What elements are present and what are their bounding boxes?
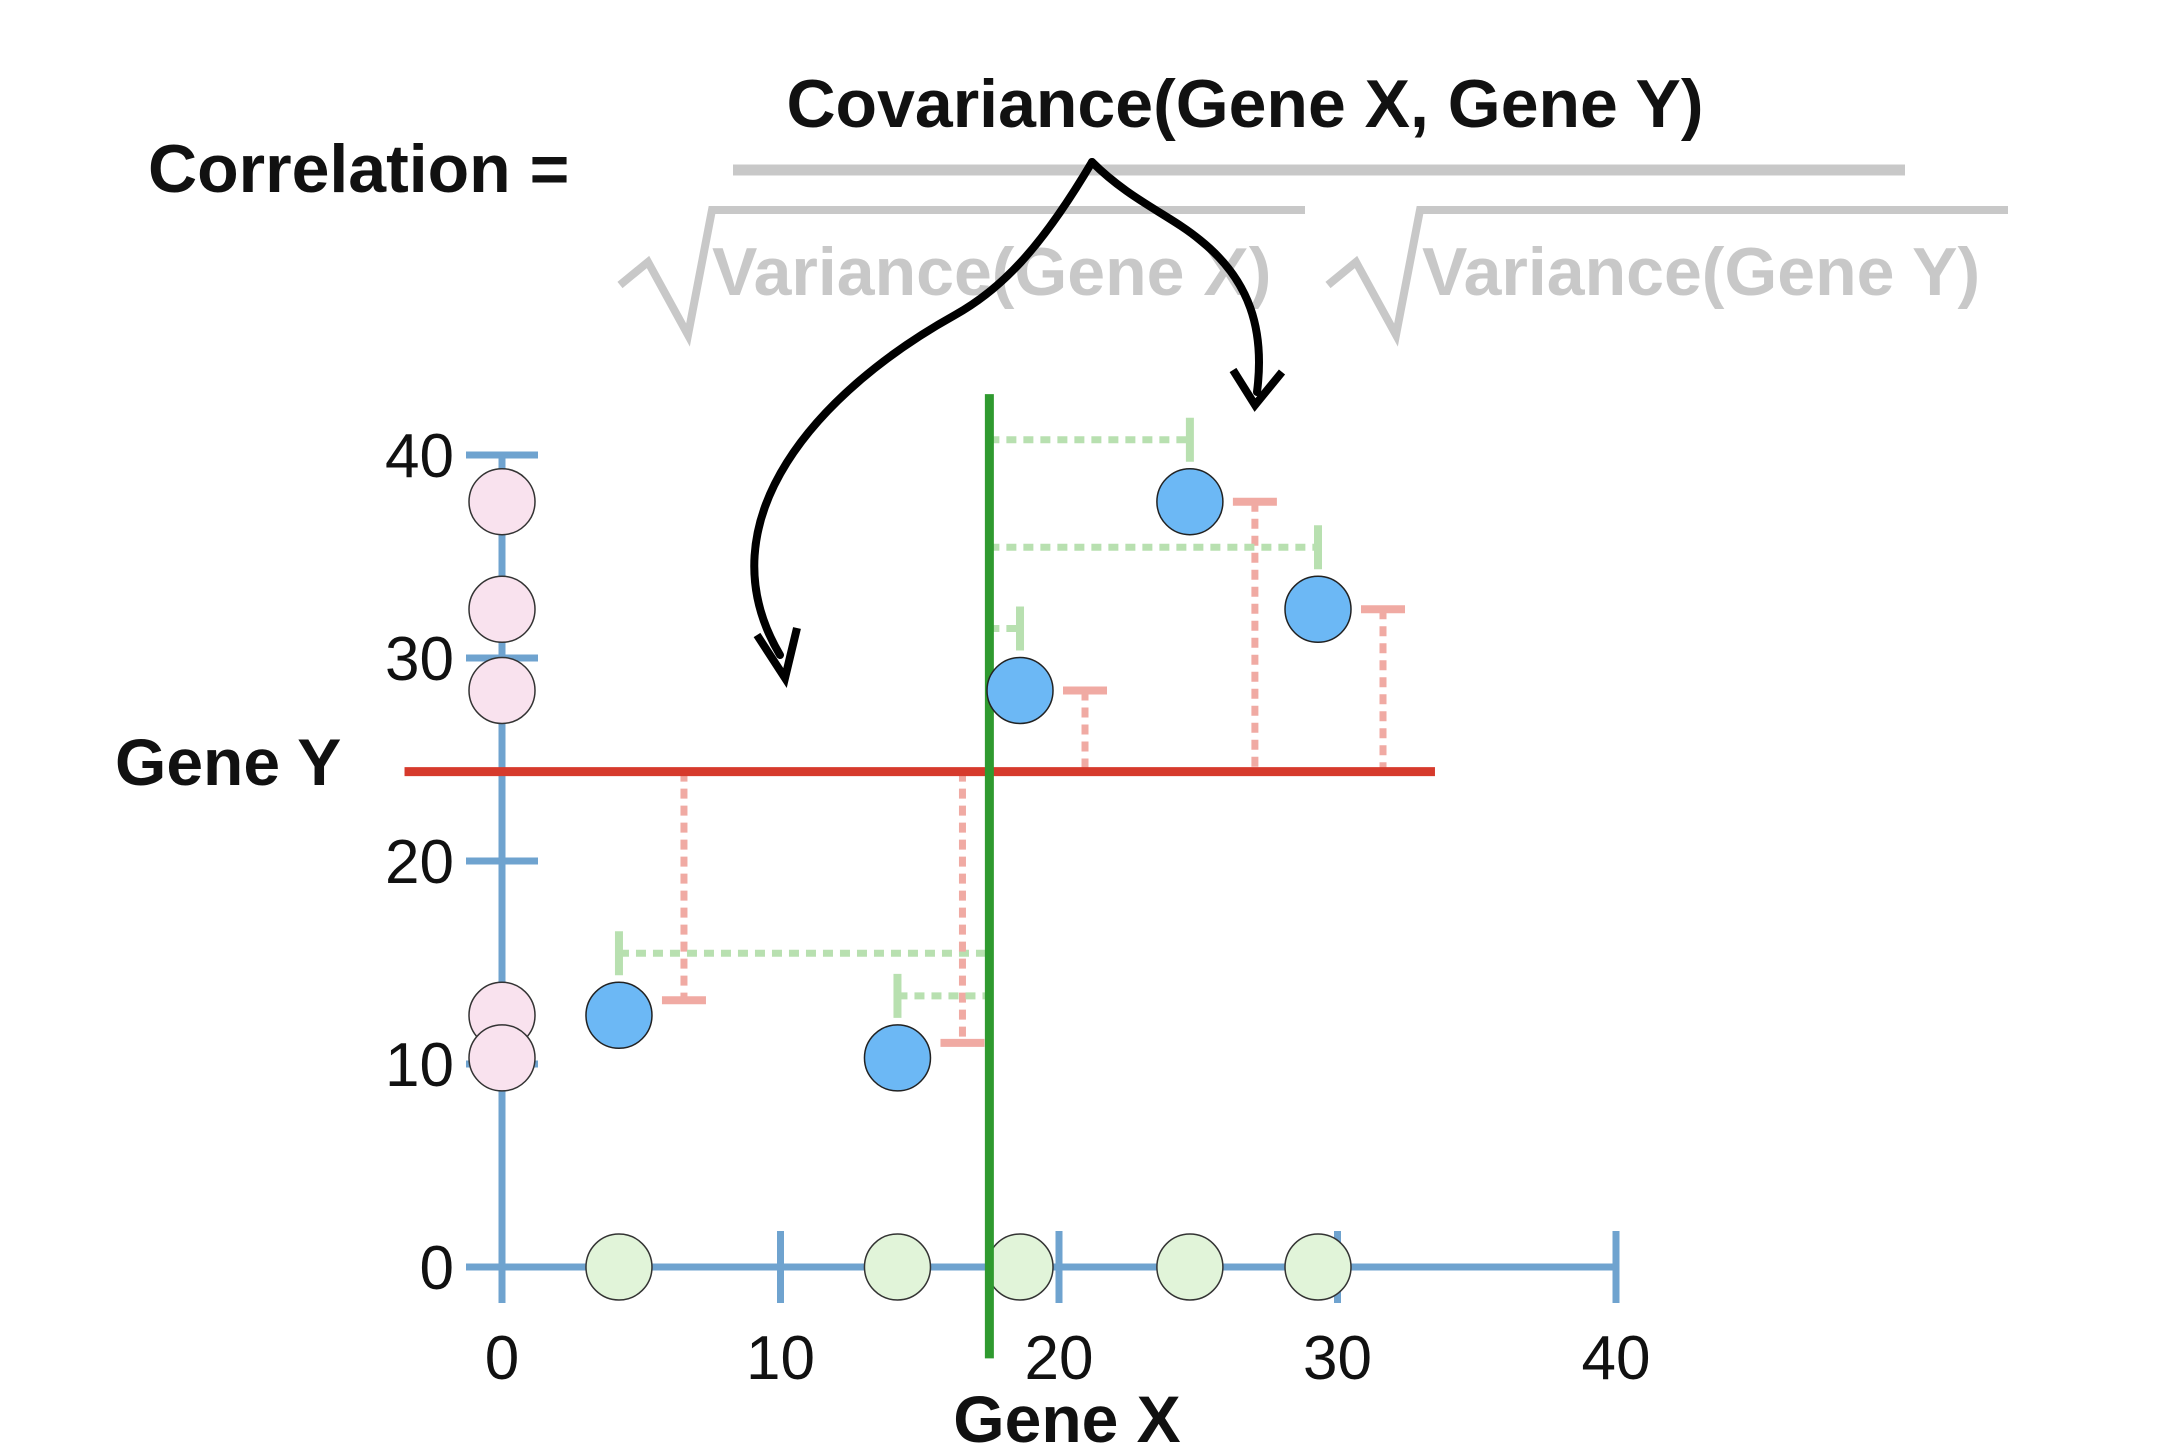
y-projection-point [468, 575, 536, 644]
formula-lhs: Correlation = [148, 131, 569, 207]
formula-numerator: Covariance(Gene X, Gene Y) [786, 66, 1703, 142]
y-tick-label: 0 [420, 1234, 454, 1303]
data-point [863, 1024, 932, 1092]
data-points [585, 467, 1352, 1092]
scatter-chart: 0 10 20 30 40 0 10 20 30 40 Gene Y Gene X [115, 394, 1650, 1445]
axes [466, 451, 1620, 1303]
data-point [1284, 575, 1352, 644]
sqrt-icon [1325, 206, 2008, 347]
x-tick-label: 20 [1025, 1324, 1094, 1393]
data-point [1156, 467, 1224, 536]
formula: Correlation = Covariance(Gene X, Gene Y)… [148, 66, 2008, 688]
mean-lines [404, 394, 1435, 1359]
y-projection-point [468, 467, 536, 536]
x-tick-label: 30 [1303, 1324, 1372, 1393]
formula-denominator-left: Variance(Gene X) [712, 234, 1271, 310]
axis-projections [468, 467, 1352, 1301]
y-tick-label: 20 [385, 828, 454, 897]
sqrt-icon [617, 206, 1305, 347]
residual-lines [614, 417, 1406, 1047]
y-axis-label: Gene Y [115, 725, 341, 799]
x-projection-point [863, 1233, 932, 1301]
y-tick-label: 40 [385, 422, 454, 491]
x-projection-point [1156, 1233, 1224, 1301]
tick-labels: 0 10 20 30 40 0 10 20 30 40 [385, 422, 1650, 1393]
y-tick-label: 30 [385, 625, 454, 694]
x-tick-label: 40 [1582, 1324, 1651, 1393]
arrow-icon [750, 158, 1096, 688]
y-tick-label: 10 [385, 1031, 454, 1100]
y-projection-point [468, 1024, 536, 1092]
x-tick-label: 0 [485, 1324, 519, 1393]
data-point [585, 981, 653, 1050]
x-projection-point [1284, 1233, 1352, 1301]
data-point [986, 656, 1054, 725]
formula-denominator-right: Variance(Gene Y) [1422, 234, 1980, 310]
x-projection-point [986, 1233, 1054, 1301]
x-projection-point [585, 1233, 653, 1301]
x-axis-label: Gene X [953, 1382, 1180, 1445]
y-projection-point [468, 656, 536, 725]
arrow-icon [1088, 158, 1286, 412]
x-tick-label: 10 [746, 1324, 815, 1393]
